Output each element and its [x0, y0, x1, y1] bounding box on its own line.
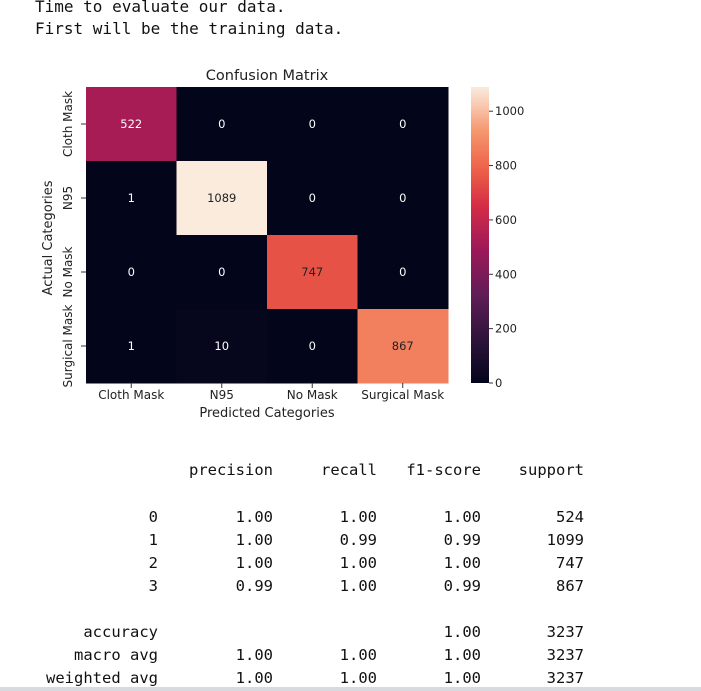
report-cell-support: 1099 — [546, 531, 584, 549]
chart-title: Confusion Matrix — [206, 68, 329, 84]
report-cell-recall: 1.00 — [339, 508, 377, 526]
cell-value-label: 1089 — [207, 191, 236, 205]
report-cell-f1: 0.99 — [443, 577, 481, 595]
heatmap-cell — [86, 309, 177, 384]
y-tick-label: Cloth Mask — [61, 91, 75, 157]
cell-value-label: 1 — [128, 339, 135, 353]
heatmap-cell — [357, 235, 449, 310]
heatmap-cell — [86, 87, 177, 162]
heatmap-cell — [86, 235, 177, 310]
report-row-label: 2 — [148, 554, 158, 572]
colorbar-tick-label: 400 — [495, 267, 517, 281]
report-cell-precision: 1.00 — [235, 554, 273, 572]
colorbar-tick-label: 800 — [495, 159, 517, 173]
cell-value-label: 522 — [120, 117, 142, 131]
heatmap-cell — [267, 235, 358, 310]
colorbar-tick-label: 1000 — [495, 104, 524, 118]
report-cell-recall: 1.00 — [339, 577, 377, 595]
report-summary-label: accuracy — [83, 623, 158, 641]
cell-value-label: 747 — [301, 265, 323, 279]
heatmap-cell — [176, 87, 268, 162]
cell-value-label: 0 — [309, 191, 316, 205]
report-header-precision: precision — [189, 461, 273, 479]
cell-value-label: 0 — [399, 191, 406, 205]
cell-value-label: 0 — [218, 265, 225, 279]
cell-value-label: 1 — [128, 191, 135, 205]
cell-value-label: 0 — [218, 117, 225, 131]
report-cell-support: 867 — [556, 577, 584, 595]
heatmap-cell — [86, 161, 177, 236]
colorbar — [471, 87, 489, 383]
report-cell-recall: 1.00 — [339, 554, 377, 572]
report-cell-f1: 1.00 — [443, 554, 481, 572]
cell-value-label: 867 — [392, 339, 414, 353]
heatmap-cell — [267, 309, 358, 384]
y-tick-label: Surgical Mask — [61, 304, 75, 387]
cell-value-label: 0 — [309, 339, 316, 353]
colorbar-tick-label: 200 — [495, 322, 517, 336]
y-tick-label: No Mask — [61, 246, 75, 297]
report-cell-precision: 1.00 — [235, 531, 273, 549]
report-row-label: 3 — [148, 577, 158, 595]
report-summary-f1: 1.00 — [443, 623, 481, 641]
report-cell-recall: 0.99 — [339, 531, 377, 549]
confusion-matrix-heatmap: 522 0 0 0 1 1089 0 0 0 0 747 0 1 10 0 867 Confusion Matr… — [41, 68, 524, 421]
report-header-f1: f1-score — [406, 461, 481, 479]
heatmap-cell — [267, 87, 358, 162]
report-header-recall: recall — [321, 461, 377, 479]
report-summary-f1: 1.00 — [443, 669, 481, 687]
report-cell-precision: 1.00 — [235, 508, 273, 526]
output-line-1: Time to evaluate our data. — [35, 0, 286, 16]
report-summary-recall: 1.00 — [339, 669, 377, 687]
output-text: Time to evaluate our data. First will be… — [35, 0, 343, 40]
output-line-2: First will be the training data. — [35, 19, 344, 38]
report-row-label: 1 — [148, 531, 158, 549]
heatmap-cell — [357, 161, 449, 236]
report-summary-label: macro avg — [74, 646, 158, 664]
report-cell-support: 524 — [556, 508, 584, 526]
x-tick-label: No Mask — [287, 388, 338, 402]
x-tick-label: Surgical Mask — [361, 388, 444, 402]
heatmap-cell — [357, 87, 449, 162]
heatmap-cell — [176, 309, 268, 384]
colorbar-tick-label: 0 — [495, 376, 502, 390]
report-cell-f1: 1.00 — [443, 508, 481, 526]
horizontal-scrollbar[interactable] — [0, 687, 701, 691]
report-summary-precision: 1.00 — [235, 646, 273, 664]
report-summary-precision: 1.00 — [235, 669, 273, 687]
y-axis-label: Actual Categories — [41, 180, 56, 295]
report-row-label: 0 — [148, 508, 158, 526]
report-cell-precision: 0.99 — [235, 577, 273, 595]
x-axis-label: Predicted Categories — [199, 406, 334, 421]
heatmap-cell — [357, 309, 449, 384]
cell-value-label: 0 — [399, 265, 406, 279]
cell-value-label: 10 — [214, 339, 229, 353]
report-cell-support: 747 — [556, 554, 584, 572]
x-tick-label: Cloth Mask — [98, 388, 164, 402]
report-summary-recall: 1.00 — [339, 646, 377, 664]
cell-value-label: 0 — [309, 117, 316, 131]
y-tick-label: N95 — [61, 186, 75, 210]
report-summary-support: 3237 — [546, 623, 584, 641]
heatmap-cell — [176, 161, 268, 236]
report-header-support: support — [518, 461, 584, 479]
cell-value-label: 0 — [128, 265, 135, 279]
report-summary-support: 3237 — [546, 669, 584, 687]
heatmap-cell — [267, 161, 358, 236]
report-cell-f1: 0.99 — [443, 531, 481, 549]
heatmap-cell — [176, 235, 268, 310]
colorbar-tick-label: 600 — [495, 213, 517, 227]
cell-value-label: 0 — [399, 117, 406, 131]
report-summary-f1: 1.00 — [443, 646, 481, 664]
report-summary-label: weighted avg — [46, 669, 158, 687]
report-summary-support: 3237 — [546, 646, 584, 664]
x-tick-label: N95 — [210, 388, 234, 402]
